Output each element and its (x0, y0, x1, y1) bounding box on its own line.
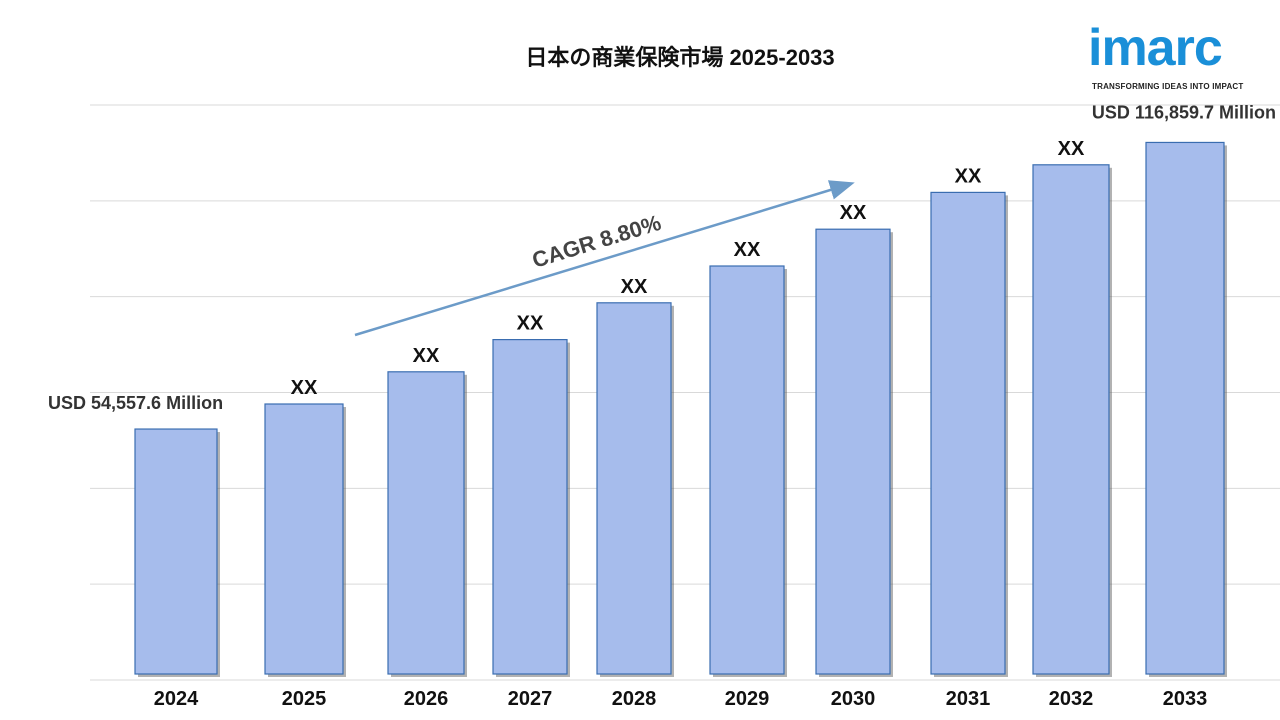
x-tick-label: 2032 (1049, 688, 1094, 710)
cagr-label: CAGR 8.80% (529, 210, 664, 273)
x-tick-label: 2031 (946, 688, 991, 710)
chart-title: 日本の商業保険市場 2025-2033 (525, 45, 835, 70)
x-tick-label: 2025 (282, 688, 327, 710)
data-label: XX (955, 165, 982, 187)
bar-2031 (930, 191, 1006, 675)
data-label: XX (1058, 138, 1085, 160)
bar-2026 (387, 371, 465, 675)
x-tick-label: 2030 (831, 688, 876, 710)
x-tick-label: 2024 (154, 688, 199, 710)
bar-2027 (492, 339, 568, 675)
bar-2030 (815, 228, 891, 675)
logo-tagline: TRANSFORMING IDEAS INTO IMPACT (1092, 82, 1244, 91)
x-tick-label: 2029 (725, 688, 770, 710)
data-label: USD 116,859.7 Million (1092, 102, 1276, 122)
data-label: XX (734, 239, 761, 261)
x-tick-label: 2033 (1163, 688, 1208, 710)
bar-2028 (596, 302, 672, 675)
bars (134, 141, 1227, 678)
data-label: XX (840, 202, 867, 224)
bar-2033 (1145, 141, 1225, 675)
bar-2025 (264, 403, 344, 675)
bar-2032 (1032, 164, 1110, 675)
data-label: USD 54,557.6 Million (48, 393, 223, 413)
bar-2024 (134, 428, 218, 675)
data-label: XX (413, 345, 440, 367)
cagr-arrow (354, 180, 855, 337)
labels: 2024 USD 54,557.6 Million 2025 XX 2026 XX 2027… (48, 102, 1276, 710)
bar-2029 (709, 265, 785, 675)
x-tick-label: 2028 (612, 688, 657, 710)
x-tick-label: 2027 (508, 688, 553, 710)
logo-word: imarc (1088, 19, 1223, 77)
data-label: XX (517, 313, 544, 335)
x-tick-label: 2026 (404, 688, 449, 710)
data-label: XX (621, 276, 648, 298)
imarc-logo: imarc TRANSFORMING IDEAS INTO IMPACT (1088, 18, 1268, 98)
data-label: XX (291, 377, 318, 399)
